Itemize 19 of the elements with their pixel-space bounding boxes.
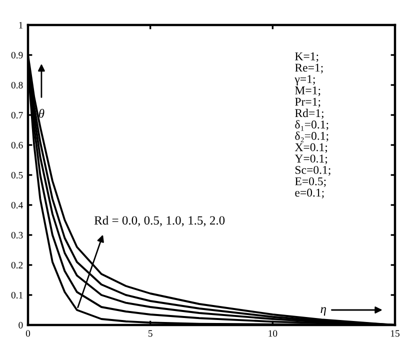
x-tick-label: 0 (26, 330, 30, 337)
annotation: η (320, 307, 326, 316)
annotation: Rd = 0.0, 0.5, 1.0, 1.5, 2.0 (94, 216, 225, 226)
y-tick-label: 0.3 (11, 232, 23, 239)
y-tick-label: 1 (19, 22, 23, 28)
y-tick-label: 0.1 (11, 292, 23, 299)
x-tick-label: 10 (268, 330, 278, 337)
y-tick-label: 0.2 (11, 262, 23, 269)
x-tick-label: 15 (390, 330, 400, 337)
y-tick-label: 0.6 (11, 142, 23, 149)
y-tick-label: 0.4 (11, 202, 23, 209)
y-tick-label: 0.5 (11, 172, 23, 179)
y-tick-label: 0.7 (11, 112, 23, 119)
y-tick-label: 0.8 (11, 82, 23, 89)
y-tick-label: 0 (18, 322, 23, 328)
x-tick-label: 5 (148, 330, 152, 337)
y-tick-label: 0.9 (11, 52, 23, 59)
text: K=1; Re=1; γ=1; M=1; Pr=1; Rd=1; δ₁=0.1; δ₂=0.1; X=0.1; Y=0.1; Sc=0.1; E=0.5; e=0.1; (294, 52, 330, 198)
annotation: θ (39, 108, 44, 118)
